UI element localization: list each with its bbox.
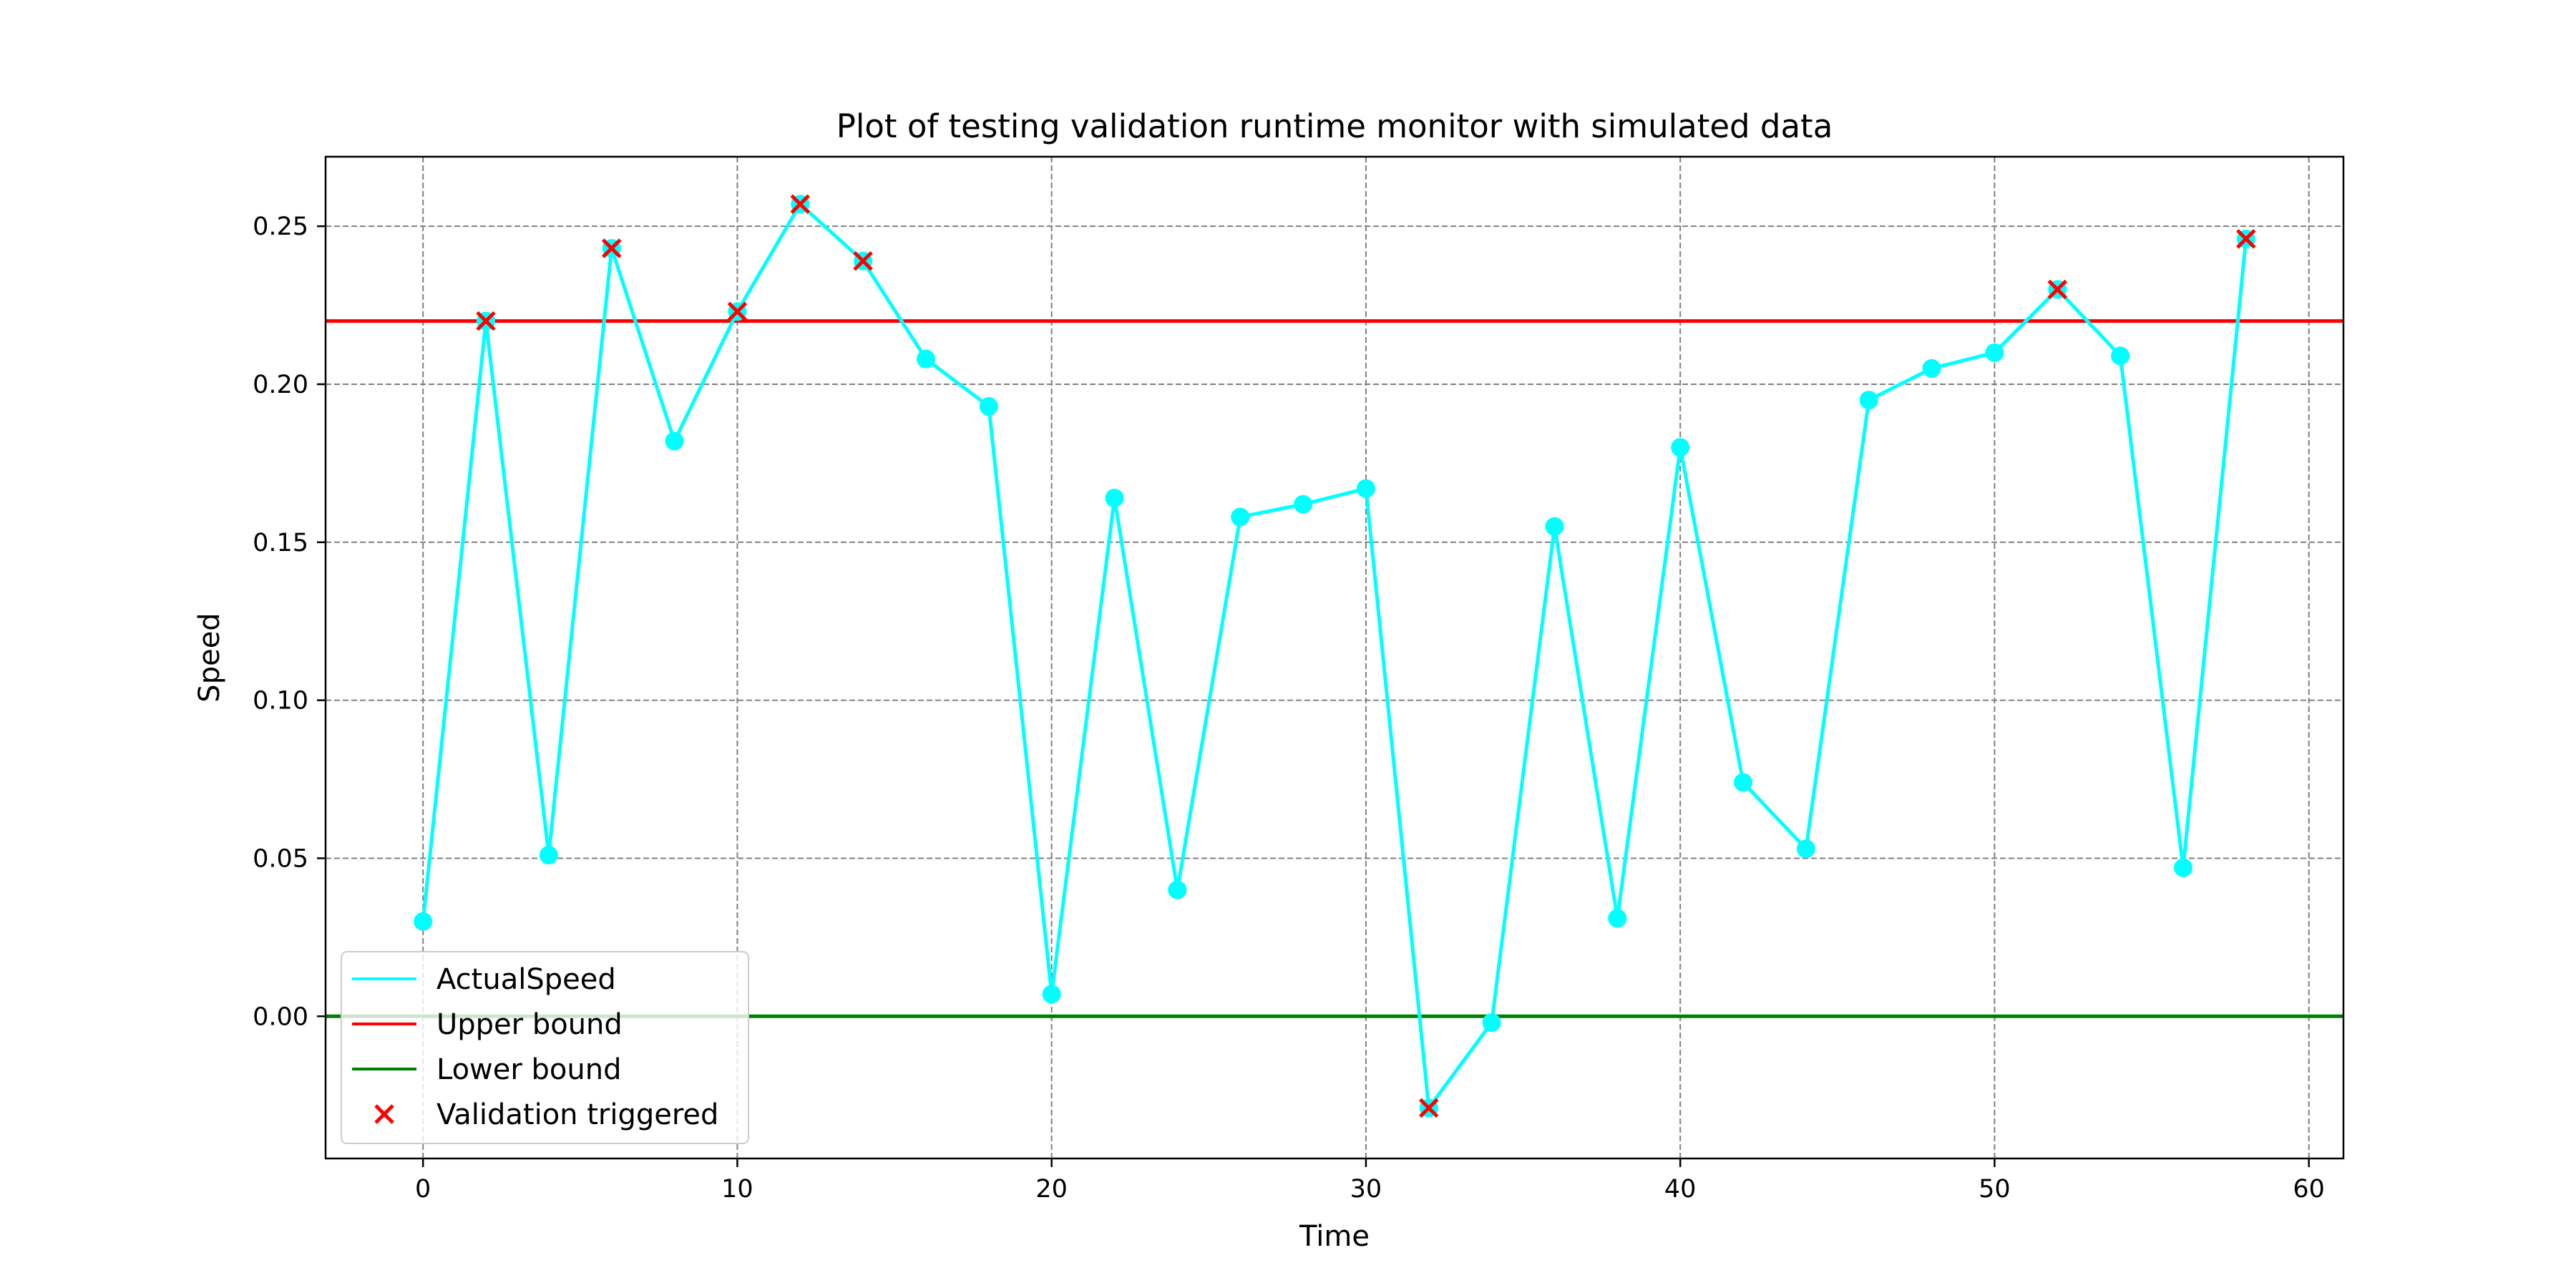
data-point [1608,909,1627,928]
validation-marker-stroke-b [2047,279,2068,300]
y-tick-label: 0.10 [253,687,308,716]
data-point [916,349,935,369]
data-point [1105,488,1124,507]
data-point [1859,391,1878,410]
y-tick-label: 0.00 [253,1002,308,1031]
data-point [665,431,684,451]
data-point [979,396,998,416]
x-tick-label: 50 [1979,1175,2011,1204]
validation-marker-stroke-b [476,311,496,331]
data-point [1042,985,1061,1004]
data-point [539,846,558,865]
validation-marker [727,301,748,322]
data-point [1482,1013,1501,1033]
data-point [2173,858,2192,877]
y-tick-label: 0.25 [253,213,308,241]
validation-marker [476,311,496,331]
data-point [414,912,433,931]
validation-marker-stroke-b [790,194,811,215]
x-tick-label: 20 [1035,1175,1068,1204]
validation-marker-stroke-b [601,238,622,258]
x-tick-label: 30 [1350,1175,1382,1204]
data-point [1168,880,1187,899]
data-point [1294,494,1313,514]
x-axis-label: Time [1299,1220,1370,1253]
plot-frame [324,155,2345,1160]
x-tick-label: 0 [415,1175,431,1204]
chart-title: Plot of testing validation runtime monit… [836,107,1833,145]
data-point [1671,438,1690,457]
x-axis-ticks: 0 10 20 30 40 50 60 [415,1158,2325,1204]
data-point [1356,479,1375,498]
y-tick-label: 0.20 [253,371,308,399]
validation-marker-stroke-b [1419,1098,1439,1118]
legend-marker-cross-stroke-b [374,1104,394,1124]
legend-box [341,951,749,1144]
legend-label-actualspeed: ActualSpeed [436,963,616,996]
validation-marker [790,194,811,215]
validation-marker [1419,1098,1439,1118]
y-axis-ticks: 0.00 0.05 0.10 0.15 0.20 0.25 [253,213,326,1031]
validation-marker-stroke-b [2236,229,2256,249]
data-point [2111,346,2130,366]
data-point [1545,517,1564,536]
x-tick-label: 40 [1664,1175,1697,1204]
data-point [1231,507,1250,527]
data-point [1985,343,2004,362]
data-point [1734,773,1753,792]
legend-label-lower-bound: Lower bound [436,1053,622,1086]
y-tick-label: 0.05 [253,844,308,873]
actualspeed-line [421,202,2248,1110]
validation-marker-stroke-b [727,301,748,322]
series-lines [421,202,2248,1110]
legend-swatch-validation-triggered [374,1104,394,1124]
y-tick-label: 0.15 [253,529,308,557]
validation-marker-stroke-b [853,250,873,271]
x-tick-label: 60 [2293,1175,2325,1204]
legend-label-upper-bound: Upper bound [436,1008,623,1041]
validation-marker [853,250,873,271]
validation-markers [476,194,2256,1118]
data-point [1796,839,1815,859]
validation-marker [2047,279,2068,300]
validation-marker [601,238,622,258]
legend-label-validation-triggered: Validation triggered [436,1098,718,1131]
legend: ActualSpeed Upper bound Lower bound Vali… [341,951,749,1144]
validation-marker [2236,229,2256,249]
y-axis-label: Speed [193,613,226,702]
x-tick-label: 10 [721,1175,753,1204]
data-point [1922,358,1941,378]
legend-marker-cross [374,1104,394,1124]
